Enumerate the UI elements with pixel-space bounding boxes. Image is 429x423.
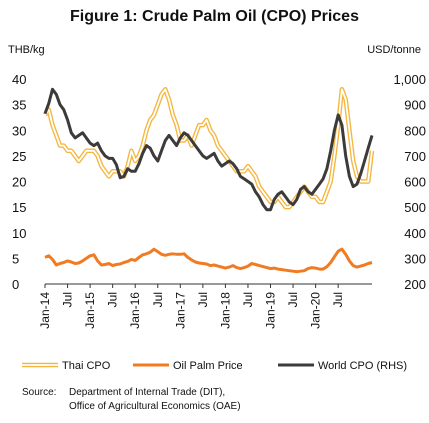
x-tick-label-9: Jul: [241, 292, 255, 307]
x-tick-label-0: Jan-14: [38, 292, 52, 329]
y-tick-left-8: 40: [12, 72, 26, 87]
y-tick-left-1: 5: [12, 251, 19, 266]
y-tick-right-6: 800: [404, 123, 426, 138]
legend-world-cpo-rhs-label: World CPO (RHS): [318, 360, 407, 372]
y-tick-left-5: 25: [12, 149, 26, 164]
x-tick-label-3: Jul: [106, 292, 120, 307]
chart-title: Figure 1: Crude Palm Oil (CPO) Prices: [70, 8, 359, 25]
y-tick-right-8: 1,000: [393, 72, 426, 87]
legend-thai-cpo-label: Thai CPO: [62, 360, 111, 372]
y-tick-left-7: 35: [12, 98, 26, 113]
series-line-thai-cpo: [43, 87, 375, 210]
x-tick-label-10: Jan-19: [264, 292, 278, 329]
x-tick-label-4: Jan-16: [128, 292, 142, 329]
x-tick-label-5: Jul: [151, 292, 165, 307]
y-axis-right-label: USD/tonne: [367, 44, 421, 56]
y-tick-left-6: 30: [12, 123, 26, 138]
y-tick-left-0: 0: [12, 277, 19, 292]
y-tick-right-7: 900: [404, 98, 426, 113]
y-tick-right-1: 300: [404, 251, 426, 266]
source-line-2: Office of Agricultural Economics (OAE): [69, 401, 241, 412]
x-tick-label-13: Jul: [331, 292, 345, 307]
y-tick-right-2: 400: [404, 226, 426, 241]
y-tick-left-3: 15: [12, 200, 26, 215]
y-axis-left-label: THB/kg: [8, 44, 45, 56]
y-tick-left-4: 20: [12, 175, 26, 190]
x-tick-label-11: Jul: [286, 292, 300, 307]
series-line-oil-palm-price: [44, 247, 373, 274]
y-tick-left-2: 10: [12, 226, 26, 241]
y-tick-right-4: 600: [404, 175, 426, 190]
y-tick-right-5: 700: [404, 149, 426, 164]
x-tick-label-12: Jan-20: [309, 292, 323, 329]
source-label: Source:: [22, 387, 57, 398]
y-tick-right-0: 200: [404, 277, 426, 292]
series-line-thai-cpo-inner: [44, 88, 373, 209]
x-tick-label-6: Jan-17: [173, 292, 187, 329]
y-tick-right-3: 500: [404, 200, 426, 215]
series-line-world-cpo-rhs: [43, 87, 374, 212]
x-tick-label-1: Jul: [61, 292, 75, 307]
x-tick-label-7: Jul: [196, 292, 210, 307]
source-line-1: Department of Internal Trade (DIT),: [69, 387, 226, 398]
legend-oil-palm-price-label: Oil Palm Price: [173, 360, 243, 372]
x-tick-label-8: Jan-18: [218, 292, 232, 329]
x-tick-label-2: Jan-15: [83, 292, 97, 329]
